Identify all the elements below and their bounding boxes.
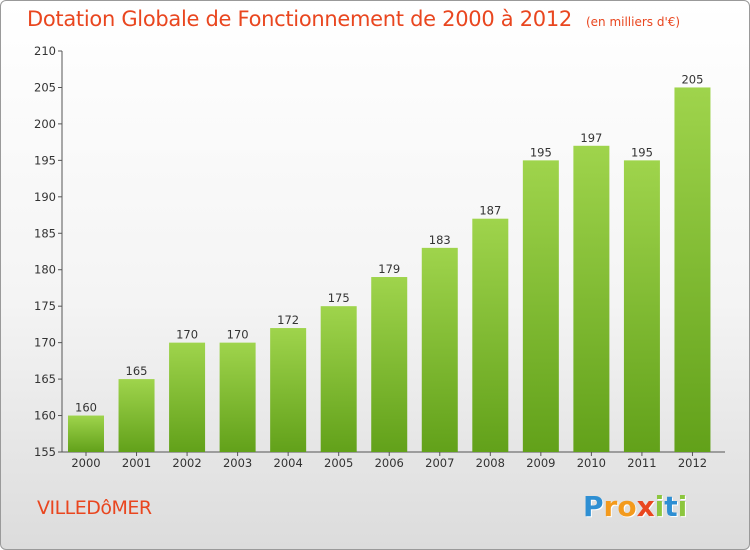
x-tick-label: 2004 (274, 456, 303, 470)
x-tick-label: 2001 (122, 456, 151, 470)
bar-value-label: 187 (479, 204, 501, 218)
commune-name: VILLEDôMER (37, 497, 152, 519)
x-tick-label: 2007 (425, 456, 454, 470)
logo-letter: i (677, 490, 688, 523)
bar-value-label: 170 (227, 328, 249, 342)
y-tick-label: 170 (34, 336, 56, 350)
y-tick-label: 155 (34, 445, 56, 459)
x-tick-label: 2002 (172, 456, 201, 470)
bar-value-label: 183 (429, 233, 451, 247)
y-tick-label: 165 (34, 372, 56, 386)
logo-letter: t (664, 490, 678, 523)
y-tick-label: 205 (34, 80, 56, 94)
bar (522, 160, 559, 452)
chart-bars (68, 87, 711, 453)
logo-letter: i (654, 490, 665, 523)
y-tick-label: 200 (34, 117, 56, 131)
bar (472, 218, 509, 452)
bar (421, 247, 458, 452)
bar (371, 277, 408, 452)
proxiti-logo: Proxiti (583, 490, 687, 523)
bar-value-label: 160 (75, 401, 97, 415)
chart-title: Dotation Globale de Fonctionnement de 20… (27, 7, 680, 31)
y-tick-label: 185 (34, 226, 56, 240)
bar-value-label: 195 (631, 145, 653, 159)
logo-letter: r (603, 490, 618, 523)
chart-axes: 155 160 165 170 175 180 185 190 195 200 205 210 2000… (34, 44, 725, 470)
y-tick-label: 180 (34, 263, 56, 277)
x-tick-label: 2006 (375, 456, 404, 470)
bar-value-label: 172 (277, 313, 299, 327)
bar-value-label: 175 (328, 291, 350, 305)
x-tick-label: 2003 (223, 456, 252, 470)
x-tick-label: 2010 (577, 456, 606, 470)
bar (219, 342, 256, 452)
bar (623, 160, 660, 452)
bar-value-label: 165 (126, 364, 148, 378)
bar (674, 87, 711, 453)
bar (270, 328, 307, 452)
chart-title-main: Dotation Globale de Fonctionnement de 20… (27, 7, 572, 31)
y-tick-label: 190 (34, 190, 56, 204)
chart-title-unit: (en milliers d'€) (585, 15, 681, 29)
bar-value-label: 197 (580, 131, 602, 145)
y-tick-label: 160 (34, 409, 56, 423)
logo-letter: x (636, 490, 655, 523)
y-tick-label: 195 (34, 153, 56, 167)
bar-value-label: 179 (378, 262, 400, 276)
bar (68, 415, 104, 452)
bar (118, 379, 155, 452)
bar (320, 306, 357, 452)
bar (573, 145, 610, 453)
bar-value-label: 170 (176, 328, 198, 342)
x-tick-label: 2009 (526, 456, 555, 470)
logo-letter: o (617, 490, 637, 523)
x-tick-label: 2011 (627, 456, 656, 470)
bar-value-label: 205 (681, 72, 703, 86)
x-tick-label: 2012 (678, 456, 707, 470)
y-tick-label: 175 (34, 299, 56, 313)
chart-value-labels: 160 165 170 170 172 175 179 183 187 195 197 195 205 (75, 72, 703, 414)
x-tick-label: 2005 (324, 456, 353, 470)
y-tick-label: 210 (34, 44, 56, 58)
bar-value-label: 195 (530, 145, 552, 159)
x-tick-label: 2008 (476, 456, 505, 470)
x-tick-label: 2000 (71, 456, 100, 470)
logo-letter: P (583, 490, 604, 523)
bar (169, 342, 206, 452)
